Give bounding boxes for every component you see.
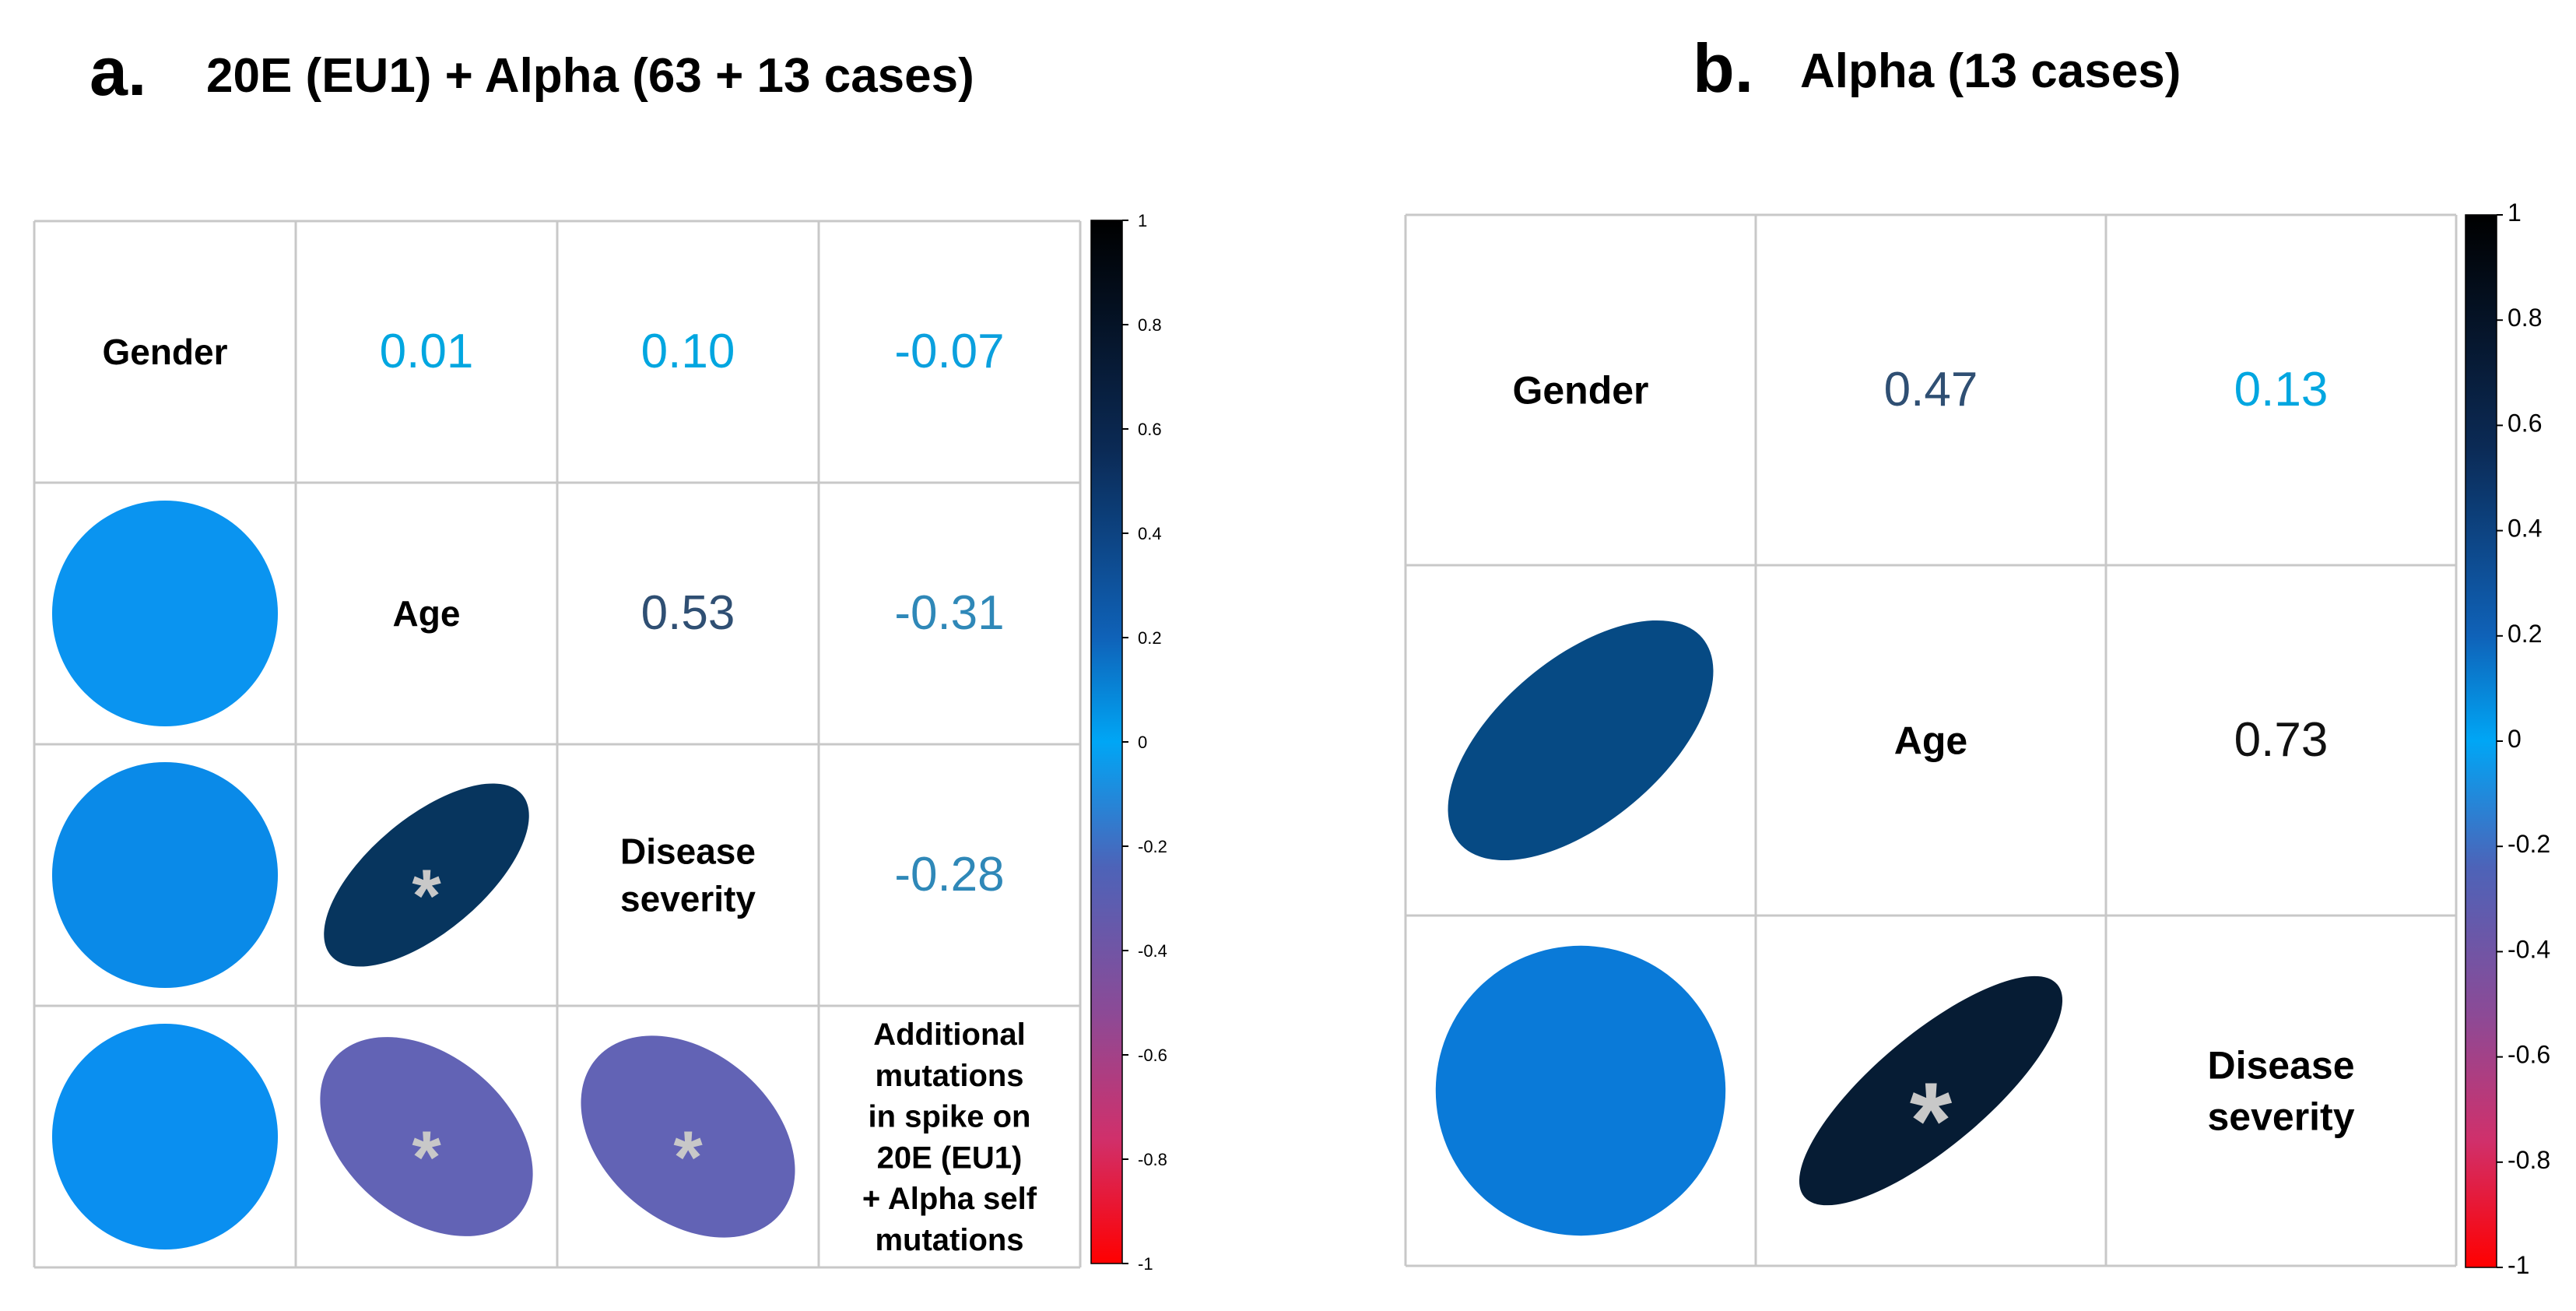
significance-star: * [412,1116,441,1200]
correlation-ellipse [51,1023,279,1250]
colorbar-tick-label: -0.8 [1138,1150,1167,1169]
correlation-coefficient: 0.47 [1884,363,1978,416]
correlation-coefficient: 0.13 [2234,363,2329,416]
colorbar-tick-label: 0.8 [1138,315,1162,335]
significance-star: * [412,855,441,938]
variable-label: Disease [2207,1044,2354,1088]
panel-a: a. 20E (EU1) + Alpha (63 + 13 cases) Gen… [33,33,1167,1274]
colorbar-tick-label: -0.4 [1138,941,1167,961]
colorbar-tick-label: -0.6 [1138,1046,1167,1065]
variable-label: Age [393,593,461,634]
variable-label: Disease [620,831,756,872]
colorbar-tick-label: 0.4 [1138,524,1162,543]
panel-b-matrix: Gender Age Disease severity 0.47 0.13 0.73 * [1404,213,2458,1267]
correlation-ellipse [320,1037,533,1236]
panel-a-matrix: Gender Age Disease severity Additional mutati… [33,220,1082,1269]
correlation-coefficient: -0.07 [894,325,1004,378]
variable-label: severity [2207,1095,2354,1139]
variable-label: Additional [873,1018,1026,1052]
variable-label: severity [620,878,756,919]
correlation-coefficient: 0.10 [641,325,735,378]
colorbar-tick-label: -1 [2508,1251,2529,1279]
variable-label: Age [1894,719,1967,763]
colorbar-tick-label: 0.4 [2508,515,2542,543]
correlation-coefficient: 0.53 [641,586,735,640]
colorbar-tick-label: -0.6 [2508,1041,2550,1069]
variable-label: Gender [102,332,227,372]
correlation-coefficient: -0.28 [894,848,1004,902]
colorbar-tick-label: -0.2 [2508,830,2550,858]
correlation-ellipse [581,1035,795,1238]
correlation-ellipse [1448,620,1714,861]
colorbar-tick-label: 0.6 [1138,420,1162,439]
colorbar-tick-label: 0.2 [2508,620,2542,648]
correlation-ellipse [1435,945,1726,1236]
colorbar-tick-label: 0 [2508,725,2522,753]
variable-label: 20E (EU1) [877,1141,1023,1175]
correlation-ellipse [51,761,279,989]
correlation-ellipse [51,500,279,727]
colorbar-tick-label: 0.8 [2508,304,2542,332]
panel-a-colorbar-ticks: 1 0.8 0.6 0.4 0.2 0 -0.2 -0.4 -0.6 -0.8 -1 [1122,211,1167,1274]
significance-star: * [673,1116,703,1200]
panel-b-letter: b. [1693,30,1753,107]
correlation-coefficient: 0.01 [380,325,474,378]
panel-a-letter: a. [89,33,146,110]
panel-b: b. Alpha (13 cases) Gender Age Disease seve… [1404,30,2550,1279]
colorbar-tick-label: 0 [1138,733,1147,752]
colorbar-tick-label: 0.6 [2508,409,2542,437]
correlation-coefficient: 0.73 [2234,713,2329,767]
colorbar-tick-label: -0.8 [2508,1146,2550,1174]
colorbar-tick-label: 1 [1138,211,1147,230]
correlation-coefficient: -0.31 [894,586,1004,640]
variable-label: in spike on [869,1100,1031,1134]
significance-star: * [1910,1060,1953,1182]
colorbar-tick-label: 1 [2508,199,2522,227]
variable-label: mutations [875,1223,1023,1257]
variable-label: Gender [1512,369,1648,413]
panel-a-title: 20E (EU1) + Alpha (63 + 13 cases) [206,49,974,103]
colorbar-tick-label: -1 [1138,1254,1153,1274]
correlation-ellipse [1799,975,2063,1206]
panel-b-colorbar-ticks: 1 0.8 0.6 0.4 0.2 0 -0.2 -0.4 -0.6 -0.8 -1 [2497,199,2550,1279]
colorbar-tick-label: -0.4 [2508,935,2550,963]
panel-b-title: Alpha (13 cases) [1800,44,2181,98]
correlation-ellipse [324,783,529,967]
colorbar-tick-label: 0.2 [1138,628,1162,648]
variable-label: + Alpha self [862,1182,1037,1216]
colorbar-tick-label: -0.2 [1138,837,1167,856]
variable-label: mutations [875,1059,1023,1093]
panel-a-colorbar [1090,220,1123,1264]
panel-b-colorbar [2465,214,2497,1268]
